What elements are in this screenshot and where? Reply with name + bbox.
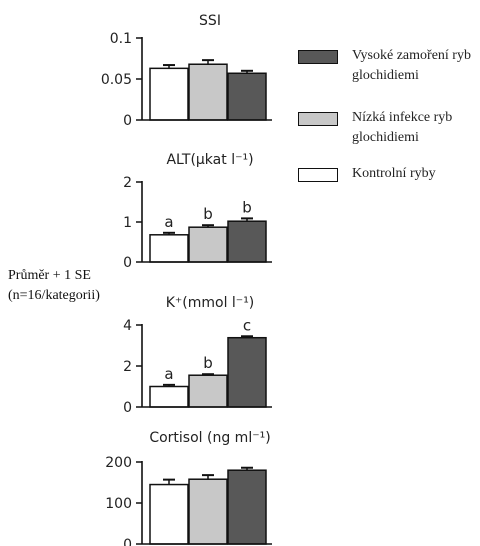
bar-1-2 [227, 220, 267, 263]
bar-2-1 [188, 374, 228, 408]
bar-0-0 [149, 67, 189, 121]
bar-0-2 [227, 72, 267, 121]
y-tick-label-0-0: 0 [123, 113, 132, 129]
sig-letter-2-0: a [164, 365, 173, 383]
bar-3-1 [188, 478, 228, 545]
bar-2-0 [149, 385, 189, 408]
bar-2-2 [227, 336, 267, 408]
y-tick-label-3-2: 200 [105, 455, 132, 471]
y-tick-label-1-0: 0 [123, 255, 132, 271]
bar-0-1 [188, 63, 228, 121]
y-side-label-line1: Průměr + 1 SE [8, 268, 91, 283]
bar-1-0 [149, 234, 189, 263]
y-tick-label-3-1: 100 [105, 496, 132, 512]
legend-swatch-high [298, 50, 338, 64]
sig-letter-1-0: a [164, 213, 173, 231]
legend-label-low: Nízká infekce ryb glochidiemi [352, 110, 453, 145]
bar-3-0 [149, 483, 189, 545]
bar-3-2 [227, 469, 267, 545]
sig-letter-2-2: c [243, 316, 251, 334]
y-tick-label-0-2: 0.1 [110, 31, 132, 47]
y-side-label-line2: (n=16/kategorii) [8, 288, 100, 303]
legend-label-high: Vysoké zamoření ryb glochidiemi [352, 48, 471, 83]
bar-1-1 [188, 226, 228, 263]
y-tick-label-2-0: 0 [123, 400, 132, 416]
chart-title-2: K⁺(mmol l⁻¹) [166, 295, 255, 311]
legend-swatch-control [298, 168, 338, 182]
y-tick-label-2-1: 2 [123, 359, 132, 375]
y-tick-label-2-2: 4 [123, 318, 132, 334]
y-tick-label-3-0: 0 [123, 537, 132, 546]
y-tick-label-0-1: 0.05 [101, 72, 132, 88]
chart-panel-2: K⁺(mmol l⁻¹) a b c 0 2 4 [123, 295, 272, 416]
chart-panel-3: Cortisol (ng ml⁻¹) 0 100 200 [105, 430, 272, 546]
sig-letter-1-2: b [242, 198, 252, 216]
legend-label-control: Kontrolní ryby [352, 166, 436, 181]
y-tick-label-1-1: 1 [123, 215, 132, 231]
chart-panel-0: SSI 0 0.05 0.1 [101, 13, 272, 129]
chart-title-0: SSI [199, 13, 221, 29]
sig-letter-1-1: b [203, 205, 213, 223]
chart-title-3: Cortisol (ng ml⁻¹) [149, 430, 270, 446]
y-side-label: Průměr + 1 SE (n=16/kategorii) [8, 266, 100, 306]
chart-panel-1: ALT(µkat l⁻¹) a b b 0 1 2 [123, 152, 272, 271]
legend-swatch-low [298, 112, 338, 126]
y-tick-label-1-2: 2 [123, 175, 132, 191]
sig-letter-2-1: b [203, 354, 213, 372]
chart-title-1: ALT(µkat l⁻¹) [166, 152, 253, 168]
